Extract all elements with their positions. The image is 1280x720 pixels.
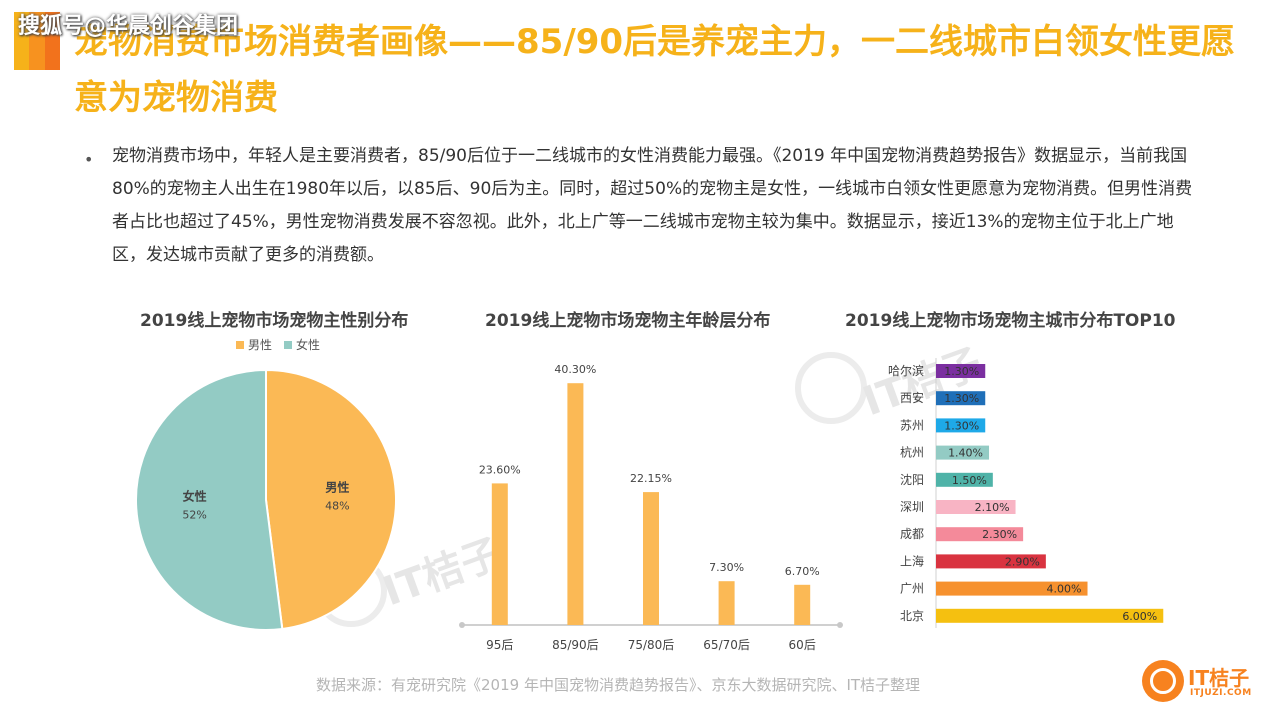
age-category-label: 95后 <box>486 638 513 652</box>
age-category-label: 75/80后 <box>628 638 675 652</box>
city-bar <box>936 554 1046 569</box>
city-chart-title: 2019线上宠物市场宠物主城市分布TOP10 <box>845 311 1176 331</box>
city-category-label: 哈尔滨 <box>888 363 924 378</box>
age-category-label: 60后 <box>789 638 816 652</box>
city-category-label: 苏州 <box>900 418 924 432</box>
city-category-label: 杭州 <box>900 445 924 460</box>
city-category-label: 西安 <box>900 390 924 405</box>
city-category-label: 沈阳 <box>900 472 924 487</box>
city-bar-value-label: 1.40% <box>948 447 983 460</box>
pie-slice <box>135 368 284 631</box>
pie-legend: 男性 女性 <box>236 336 320 353</box>
axis-end-dot <box>837 622 843 628</box>
city-bar <box>936 472 993 487</box>
city-category-label: 北京 <box>900 609 924 623</box>
city-category-label: 成都 <box>900 527 924 541</box>
logo-name: IT桔子 <box>1188 666 1250 690</box>
age-bar-value-label: 7.30% <box>709 561 744 574</box>
city-bar <box>936 581 1088 596</box>
city-bar <box>936 500 1016 514</box>
company-logo: IT桔子 ITJUZI.COM <box>1142 660 1262 704</box>
age-bar <box>491 483 508 625</box>
age-bar-value-label: 40.30% <box>554 363 596 376</box>
city-bar-value-label: 4.00% <box>1047 583 1082 596</box>
age-category-label: 65/70后 <box>703 638 750 652</box>
legend-label: 女性 <box>296 338 321 352</box>
watermark-circle <box>795 352 867 424</box>
age-bar <box>794 584 811 625</box>
data-source: 数据来源：有宠研究院《2019 年中国宠物消费趋势报告》、京东大数据研究院、IT… <box>316 676 921 694</box>
pie-slice-label: 52% <box>182 508 206 521</box>
age-bar-value-label: 6.70% <box>785 565 820 578</box>
city-category-label: 深圳 <box>900 500 924 514</box>
city-bar-value-label: 2.10% <box>975 501 1010 514</box>
age-chart-title: 2019线上宠物市场宠物主年龄层分布 <box>485 311 771 331</box>
pie-chart-title: 2019线上宠物市场宠物主性别分布 <box>140 311 409 331</box>
age-bar <box>643 492 659 625</box>
age-bar-value-label: 22.15% <box>630 472 672 485</box>
bullet-icon: • <box>84 150 94 169</box>
accent-bars <box>14 12 60 70</box>
city-bar-value-label: 1.50% <box>952 474 987 487</box>
city-bar <box>936 527 1024 542</box>
city-bar <box>936 391 986 406</box>
legend-item-female: 女性 <box>284 336 320 353</box>
city-bar <box>936 418 986 433</box>
city-bar-value-label: 6.00% <box>1122 610 1157 623</box>
age-bar-value-label: 23.60% <box>479 463 521 476</box>
age-category-label: 85/90后 <box>552 638 599 652</box>
city-bar-value-label: 1.30% <box>944 419 979 432</box>
pie-slice <box>265 368 397 631</box>
logo-sub: ITJUZI.COM <box>1190 688 1252 698</box>
page-title: 宠物消费市场消费者画像——85/90后是养宠主力，一二线城市白领女性更愿意为宠物… <box>74 22 1236 118</box>
pie-slice-name: 女性 <box>183 488 207 503</box>
axis-end-dot <box>459 622 465 628</box>
city-bar-value-label: 1.30% <box>944 392 979 405</box>
city-bar <box>936 364 986 378</box>
city-bar-value-label: 2.30% <box>982 528 1017 541</box>
legend-label: 男性 <box>248 338 273 352</box>
legend-swatch <box>284 340 293 349</box>
legend-swatch <box>236 340 244 349</box>
orange-icon <box>1142 660 1184 702</box>
age-bar <box>567 383 584 625</box>
city-bar <box>936 445 990 460</box>
city-category-label: 广州 <box>900 582 924 596</box>
watermark-label: 搜狐号@华晨创谷集团 <box>18 14 239 39</box>
city-category-label: 上海 <box>900 553 924 568</box>
city-bar-value-label: 2.90% <box>1005 555 1040 568</box>
age-bar <box>718 581 735 625</box>
body-paragraph: 宠物消费市场中，年轻人是主要消费者，85/90后位于一二线城市的女性消费能力最强… <box>112 146 1193 265</box>
city-bar-value-label: 1.30% <box>944 365 979 378</box>
pie-slice-label: 48% <box>325 500 349 513</box>
city-bar <box>936 608 1164 623</box>
pie-slice-name: 男性 <box>325 480 349 495</box>
legend-item-male: 男性 <box>236 336 272 353</box>
